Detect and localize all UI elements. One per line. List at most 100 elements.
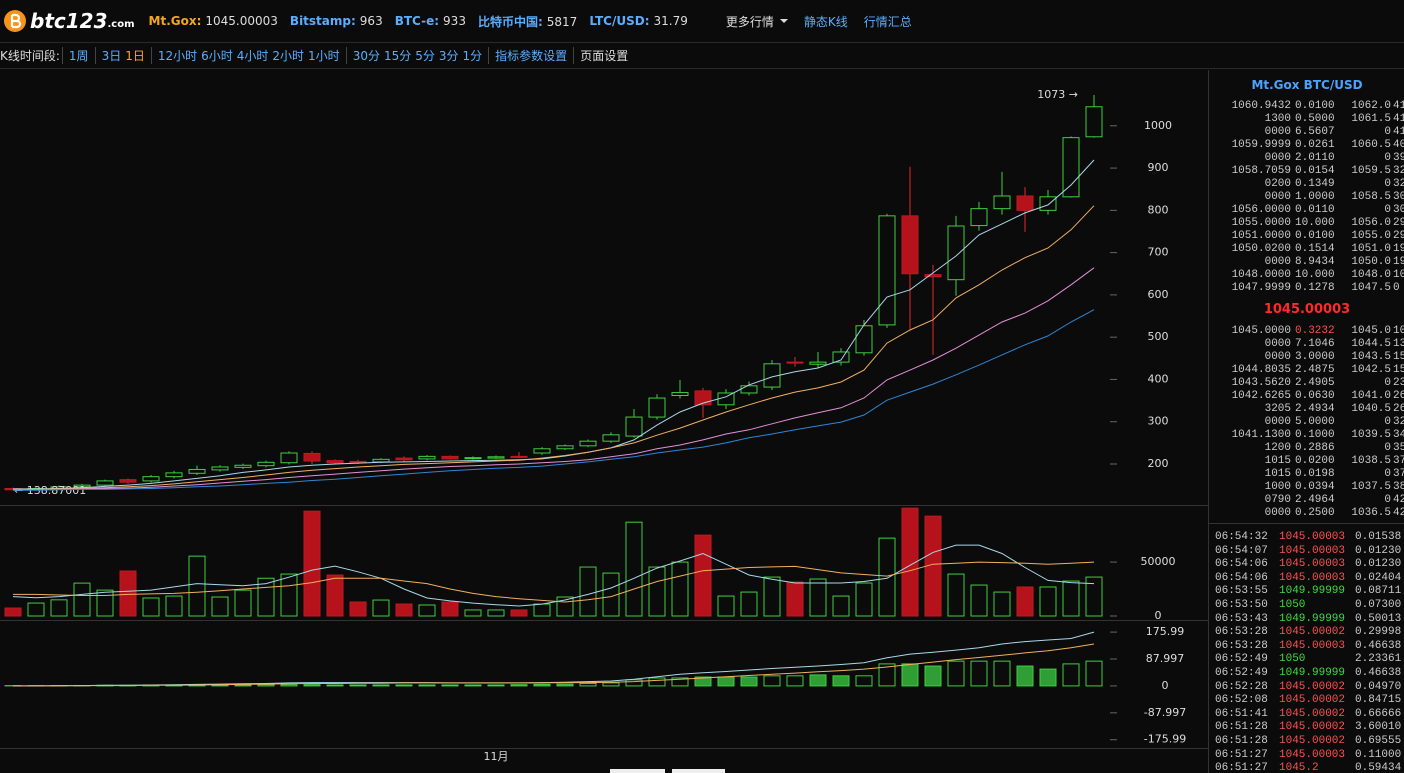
- trade-time: 06:53:55: [1215, 585, 1268, 598]
- order-cell: 1051.0: [1351, 243, 1391, 255]
- ticker[interactable]: LTC/USD: 31.79: [589, 14, 688, 28]
- macd-histogram-bar: [372, 684, 390, 687]
- order-cell: 0.3232: [1295, 325, 1335, 337]
- order-cell: 0: [1384, 442, 1391, 454]
- order-row: 1060.9432 0.0100 1062.041: [1209, 100, 1404, 113]
- volume-bar: [96, 589, 114, 617]
- volume-bar: [119, 570, 137, 617]
- period-option[interactable]: 2小时: [272, 49, 305, 63]
- macd-histogram-bar: [326, 684, 344, 687]
- period-option[interactable]: 5分: [415, 49, 435, 63]
- ticker-value: 1045.00003: [205, 14, 278, 28]
- order-row: 1015 0.0200 1038.537: [1209, 455, 1404, 468]
- volume-bar: [832, 595, 850, 617]
- order-row: 0790 2.4964 042: [1209, 494, 1404, 507]
- period-option[interactable]: 6小时: [201, 49, 233, 63]
- period-option[interactable]: 30分: [352, 49, 380, 63]
- menu-item[interactable]: 静态K线: [803, 14, 848, 29]
- order-cell: 15: [1393, 364, 1404, 376]
- trade-amount: 0.07300: [1355, 598, 1402, 611]
- candle-body: [648, 397, 666, 418]
- ticker[interactable]: BTC-e: 933: [395, 14, 466, 28]
- order-cell: 0.2886: [1295, 442, 1335, 454]
- scrollbar-handle[interactable]: [610, 769, 665, 773]
- y-tick-label: 0: [1162, 679, 1169, 692]
- order-cell: 32: [1393, 178, 1404, 190]
- y-tick-label: 800: [1148, 203, 1169, 216]
- period-option[interactable]: 1小时: [308, 49, 340, 63]
- period-option[interactable]: 1分: [462, 49, 483, 63]
- trade-row: 06:53:28 1045.00002 0.29998: [1209, 626, 1404, 640]
- candle-body: [234, 464, 252, 468]
- y-tick-label: 175.99: [1146, 625, 1185, 638]
- order-cell: 0: [1384, 494, 1391, 506]
- period-option[interactable]: 15分: [383, 49, 412, 63]
- order-cell: 1050.0200: [1231, 243, 1291, 255]
- trade-list: 06:54:32 1045.00003 0.01538 06:54:07 1045.00…: [1209, 523, 1404, 773]
- trade-row: 06:52:49 1049.99999 0.46638: [1209, 667, 1404, 681]
- order-row: 1047.9999 0.1278 1047.5 0: [1209, 282, 1404, 295]
- order-cell: 0.1000: [1295, 429, 1335, 441]
- order-cell: 1056.0000: [1231, 204, 1291, 216]
- ticker[interactable]: Mt.Gox: 1045.00003: [149, 14, 278, 28]
- period-option[interactable]: 指标参数设置: [495, 49, 568, 63]
- macd-histogram-bar: [395, 684, 413, 687]
- volume-bar: [50, 599, 68, 617]
- y-tick-label: 87.997: [1146, 652, 1185, 665]
- ticker[interactable]: 比特币中国: 5817: [478, 13, 577, 30]
- order-cell: 37: [1393, 468, 1404, 480]
- candle-body: [326, 460, 344, 464]
- logo[interactable]: btc123 .com: [2, 8, 135, 34]
- period-option[interactable]: 1周: [68, 49, 89, 63]
- order-cell: 1041.0: [1351, 390, 1391, 402]
- order-row: 0000 8.9434 1050.019: [1209, 256, 1404, 269]
- scrollbar-handle[interactable]: [672, 769, 725, 773]
- order-cell: 2.0110: [1295, 152, 1335, 164]
- volume-bar: [1039, 586, 1057, 617]
- candle-body: [487, 456, 505, 459]
- volume-bar: [556, 596, 574, 617]
- trade-row: 06:53:43 1049.99999 0.50013: [1209, 613, 1404, 627]
- trade-price: 1045.00003: [1279, 571, 1346, 584]
- y-tick-label: -175.99: [1144, 733, 1186, 746]
- period-option[interactable]: 页面设置: [580, 49, 629, 63]
- order-cell: 1040.5: [1351, 403, 1391, 415]
- order-cell: 0790: [1264, 494, 1291, 506]
- candle-body: [625, 416, 643, 437]
- menu-item[interactable]: 行情汇总: [863, 14, 912, 29]
- menu-item[interactable]: 更多行情: [726, 13, 788, 30]
- order-cell: 0.0100: [1295, 100, 1335, 112]
- period-option[interactable]: 3日: [101, 49, 122, 63]
- indicator-line: [13, 159, 1095, 490]
- macd-histogram-bar: [303, 684, 321, 687]
- period-option[interactable]: 12小时: [157, 49, 198, 63]
- ticker-value: 933: [443, 14, 466, 28]
- order-row: 1000 0.0394 1037.538: [1209, 481, 1404, 494]
- trade-price: 1045.00003: [1279, 544, 1346, 557]
- period-option[interactable]: 3分: [438, 49, 459, 63]
- order-cell: 19: [1393, 256, 1404, 268]
- order-cell: 0000: [1264, 191, 1291, 203]
- order-cell: 30: [1393, 204, 1404, 216]
- volume-bar: [234, 589, 252, 617]
- candle-body: [694, 390, 712, 406]
- order-cell: 42: [1393, 494, 1404, 506]
- y-tick-label: 0: [1155, 609, 1162, 622]
- trade-price: 1045.00002: [1279, 707, 1346, 720]
- period-option[interactable]: 1日: [125, 49, 145, 63]
- period-option[interactable]: 4小时: [236, 49, 269, 63]
- trade-amount: 0.02404: [1355, 571, 1402, 584]
- candle-body: [441, 455, 459, 460]
- candle-body: [947, 225, 965, 281]
- volume-bar: [441, 601, 459, 617]
- volume-bar: [786, 581, 804, 617]
- order-cell: 0: [1384, 152, 1391, 164]
- macd-histogram-bar: [510, 684, 528, 687]
- macd-histogram-bar: [671, 677, 689, 687]
- trade-row: 06:54:06 1045.00003 0.01230: [1209, 558, 1404, 572]
- ticker[interactable]: Bitstamp: 963: [290, 14, 383, 28]
- indicator-line: [13, 561, 1095, 603]
- volume-bar: [763, 576, 781, 617]
